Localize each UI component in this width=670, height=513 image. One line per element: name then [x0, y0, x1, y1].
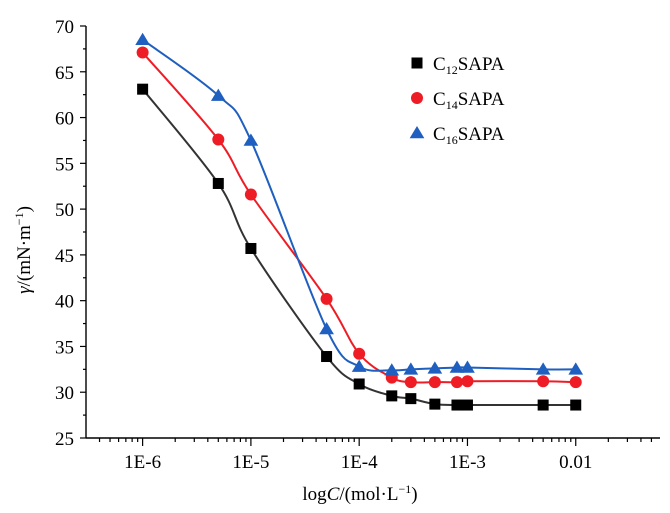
y-tick-label: 45	[55, 246, 74, 267]
data-point-14	[244, 188, 257, 201]
data-point-14	[450, 376, 463, 389]
data-point-12	[212, 177, 224, 189]
y-tick-label: 25	[55, 429, 74, 450]
data-point-16	[535, 362, 551, 375]
data-point-12	[451, 399, 463, 411]
axes	[85, 26, 660, 439]
data-point-16	[568, 362, 584, 375]
legend: C12SAPA C14SAPA C16SAPA	[409, 54, 505, 147]
series-markers	[135, 32, 584, 411]
legend-marker-16	[409, 126, 425, 139]
legend-label-14: C14SAPA	[433, 89, 505, 112]
y-axis-title-close: )	[14, 206, 35, 212]
data-point-16	[460, 360, 475, 373]
data-point-14	[136, 46, 149, 59]
series-line-16	[142, 38, 576, 372]
data-point-16	[319, 322, 334, 335]
data-point-14	[428, 376, 441, 389]
legend-label-16: C16SAPA	[433, 124, 505, 147]
legend-label-12: C12SAPA	[433, 54, 505, 77]
y-tick-label: 70	[55, 17, 74, 38]
y-tick-label: 65	[55, 63, 74, 84]
data-point-12	[570, 399, 582, 411]
x-tick-label: 1E-5	[232, 452, 269, 473]
data-point-12	[137, 83, 149, 95]
data-point-12	[429, 398, 441, 410]
x-axis-title-prefix: log	[302, 484, 327, 505]
y-tick-label: 60	[55, 109, 74, 130]
x-axis-title: logC/(mol·L−1)	[302, 482, 417, 505]
data-point-16	[210, 88, 226, 101]
data-point-12	[321, 351, 333, 363]
data-point-14	[461, 375, 474, 388]
y-tick-label: 55	[55, 154, 74, 175]
legend-marker-12	[411, 57, 423, 69]
data-point-14	[212, 133, 225, 146]
y-axis-title: γ/(mN·m−1)	[12, 206, 35, 294]
data-point-12	[353, 378, 365, 390]
y-tick-label: 35	[55, 337, 74, 358]
data-point-16	[427, 361, 443, 374]
data-point-16	[403, 362, 419, 375]
x-tick-label: 1E-6	[124, 452, 161, 473]
x-axis-title-var: C	[327, 484, 340, 505]
y-axis-title-var: γ	[14, 286, 35, 294]
x-tick-label: 0.01	[559, 452, 592, 473]
data-point-14	[320, 292, 333, 305]
data-point-12	[461, 399, 473, 411]
data-point-16	[384, 363, 400, 376]
axis-ticks: 25 30 35 40 45 50 55 60 65 70 1E-6 1E-5 1E-4 1E-3 0.01	[55, 17, 653, 473]
data-point-12	[405, 393, 417, 405]
data-point-16	[449, 360, 465, 373]
x-tick-label: 1E-4	[341, 452, 378, 473]
y-tick-label: 30	[55, 383, 74, 404]
data-point-14	[353, 347, 366, 360]
series-line-14	[141, 51, 576, 384]
data-point-12	[386, 390, 398, 402]
legend-marker-14	[411, 92, 423, 104]
y-axis-title-unit: /(mN·m	[14, 225, 35, 286]
x-axis-title-close: )	[411, 484, 417, 505]
data-point-12	[245, 242, 257, 254]
x-tick-label: 1E-3	[449, 452, 486, 473]
y-axis-title-sup: −1	[12, 212, 26, 225]
data-point-14	[537, 375, 550, 388]
data-point-16	[135, 32, 150, 45]
data-point-16	[351, 359, 367, 372]
data-point-16	[243, 133, 259, 146]
x-axis-title-sup: −1	[398, 482, 411, 496]
y-tick-label: 50	[55, 200, 74, 221]
data-point-14	[404, 376, 417, 389]
data-point-14	[569, 376, 582, 389]
y-tick-label: 40	[55, 292, 74, 313]
data-point-12	[537, 399, 549, 411]
x-axis-title-unit: /(mol·L	[339, 484, 398, 505]
